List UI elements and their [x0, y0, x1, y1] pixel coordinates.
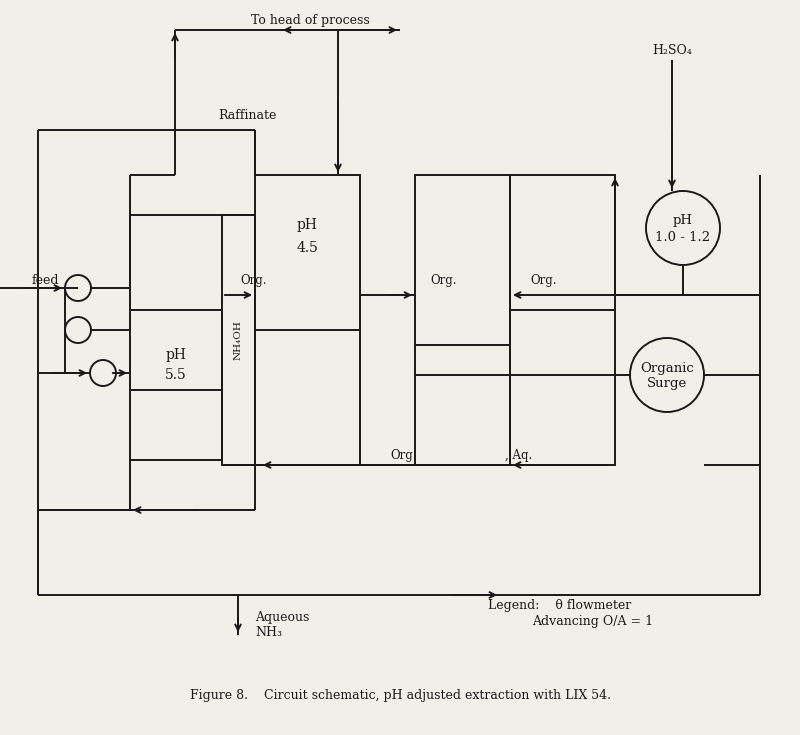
Text: Figure 8.    Circuit schematic, pH adjusted extraction with LIX 54.: Figure 8. Circuit schematic, pH adjusted…	[190, 689, 610, 701]
Text: NH₄OH: NH₄OH	[234, 320, 243, 360]
Text: 5.5: 5.5	[165, 368, 187, 382]
Text: Organic: Organic	[640, 362, 694, 375]
Text: Org.: Org.	[390, 448, 417, 462]
Text: Surge: Surge	[647, 376, 687, 390]
Text: 1.0 - 1.2: 1.0 - 1.2	[655, 231, 710, 243]
Bar	[130, 310, 222, 460]
Bar	[510, 175, 615, 465]
Bar	[255, 175, 360, 465]
Text: feed: feed	[32, 273, 59, 287]
Text: To head of process: To head of process	[250, 13, 370, 26]
Bar	[415, 175, 510, 465]
Text: Org.: Org.	[530, 273, 557, 287]
Text: Aqueous: Aqueous	[255, 611, 310, 623]
Text: 4.5: 4.5	[297, 241, 318, 255]
Text: H₂SO₄: H₂SO₄	[652, 43, 692, 57]
Bar	[222, 215, 255, 465]
Text: , Aq.: , Aq.	[505, 448, 532, 462]
Text: pH: pH	[673, 213, 693, 226]
Text: Advancing O/A = 1: Advancing O/A = 1	[532, 615, 653, 628]
Text: NH₃: NH₃	[255, 625, 282, 639]
Text: Org.: Org.	[240, 273, 266, 287]
Text: pH: pH	[297, 218, 318, 232]
Text: pH: pH	[166, 348, 186, 362]
Text: Org.: Org.	[430, 273, 457, 287]
Text: Raffinate: Raffinate	[218, 109, 276, 121]
Text: Legend:    θ flowmeter: Legend: θ flowmeter	[488, 598, 631, 612]
